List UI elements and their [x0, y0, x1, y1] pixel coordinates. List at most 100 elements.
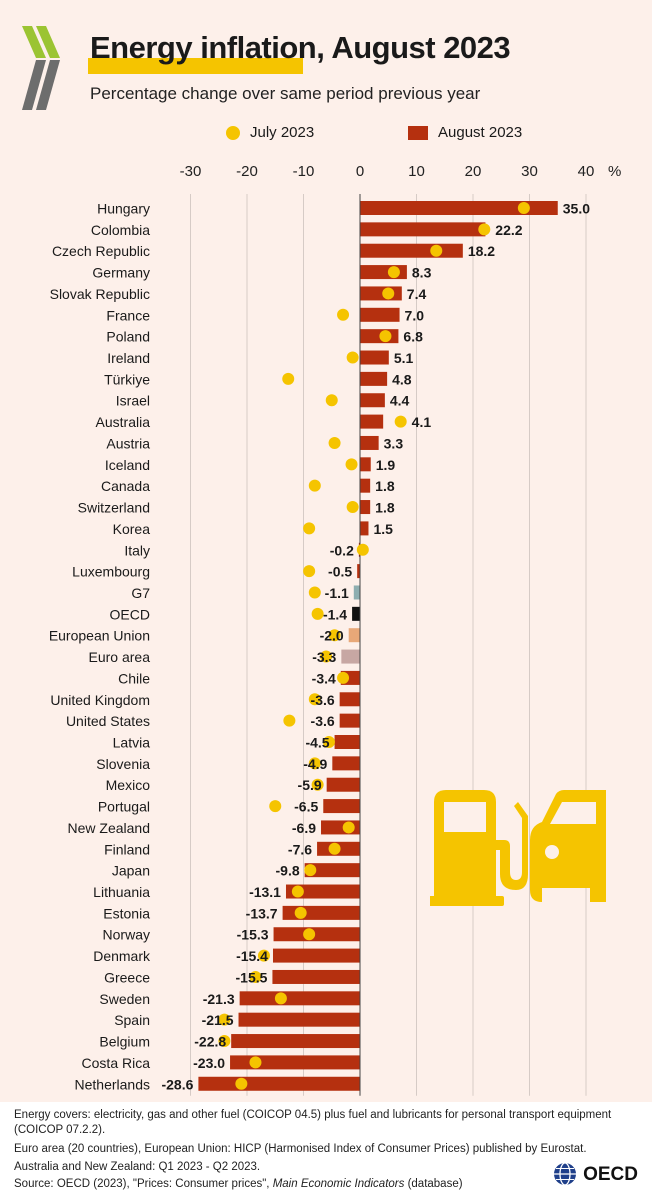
dot-finland — [328, 842, 341, 855]
legend-item-july: July 2023 — [226, 124, 314, 141]
bar-colombia — [360, 222, 486, 237]
dot-denmark — [257, 949, 270, 962]
data-label-lithuania: -13.1 — [249, 884, 281, 900]
category-label-estonia: Estonia — [103, 905, 150, 921]
page-subtitle: Percentage change over same period previ… — [90, 84, 481, 103]
data-label-oecd: -1.4 — [323, 606, 347, 622]
category-label-g7: G7 — [131, 585, 150, 601]
dot-euro-area — [320, 650, 333, 663]
data-label-belgium: -22.8 — [194, 1034, 226, 1050]
legend-item-august: August 2023 — [408, 124, 522, 141]
footer-note-euro-area: Euro area (20 countries), European Union… — [14, 1143, 587, 1155]
category-label-spain: Spain — [114, 1012, 150, 1028]
bar-australia — [360, 414, 384, 429]
dot-greece — [249, 970, 262, 983]
x-unit-label: % — [608, 163, 621, 180]
category-label-oecd: OECD — [110, 606, 150, 622]
category-label-new-zealand: New Zealand — [68, 820, 151, 836]
category-label-lithuania: Lithuania — [93, 884, 150, 900]
category-label-colombia: Colombia — [91, 222, 150, 238]
data-label-slovak-republic: 7.4 — [407, 286, 427, 302]
footer-source-suffix: (database) — [404, 1178, 463, 1190]
dot-norway — [303, 928, 316, 941]
dot-oecd — [311, 607, 324, 620]
data-label-new-zealand: -6.9 — [292, 820, 316, 836]
legend-label-august: August 2023 — [438, 124, 523, 141]
data-label-portugal: -6.5 — [294, 799, 318, 815]
legend-bar-marker — [408, 125, 428, 140]
dot-chile — [337, 671, 350, 684]
data-label-denmark: -15.4 — [236, 948, 268, 964]
data-label-latvia: -4.5 — [305, 735, 329, 751]
dot-new-zealand — [342, 821, 355, 834]
bar-united-kingdom — [339, 692, 360, 707]
category-label-italy: Italy — [124, 542, 150, 558]
data-label-canada: 1.8 — [375, 478, 395, 494]
category-label-hungary: Hungary — [97, 201, 150, 217]
data-label-european-union: -2.0 — [320, 628, 344, 644]
data-label-ireland: 5.1 — [394, 350, 414, 366]
data-label-hungary: 35.0 — [563, 201, 590, 217]
dot-poland — [379, 330, 392, 343]
bar-belgium — [231, 1034, 360, 1049]
dot-portugal — [269, 800, 282, 813]
footer-source: Source: OECD (2023), "Prices: Consumer p… — [0, 1177, 473, 1192]
dot-mexico — [311, 778, 324, 791]
bar-hungary — [360, 201, 558, 215]
category-label-denmark: Denmark — [93, 948, 151, 964]
bar-netherlands — [198, 1076, 360, 1091]
oecd-brand: OECD — [553, 1162, 638, 1186]
bar-european-union — [348, 628, 360, 643]
dot-slovak-republic — [382, 287, 395, 300]
dot-switzerland — [346, 501, 359, 514]
dot-sweden — [274, 992, 287, 1005]
bar-slovenia — [332, 756, 360, 771]
dot-g7 — [308, 586, 321, 599]
category-label-european-union: European Union — [49, 628, 150, 644]
category-label-iceland: Iceland — [105, 457, 150, 473]
category-label-t-rkiye: Türkiye — [104, 371, 150, 387]
category-label-finland: Finland — [104, 841, 150, 857]
data-label-estonia: -13.7 — [246, 905, 278, 921]
bar-estonia — [282, 905, 360, 920]
category-label-korea: Korea — [113, 521, 151, 537]
dot-germany — [387, 266, 400, 279]
footer-note-energy: Energy covers: electricity, gas and othe… — [14, 1109, 612, 1136]
data-label-korea: 1.5 — [373, 521, 393, 537]
dot-czech-republic — [430, 244, 443, 257]
data-label-poland: 6.8 — [403, 329, 423, 345]
data-label-netherlands: -28.6 — [161, 1076, 193, 1092]
category-label-mexico: Mexico — [106, 777, 151, 793]
footer-source-prefix: Source: OECD (2023), "Prices: Consumer p… — [14, 1178, 273, 1190]
dot-luxembourg — [303, 565, 316, 578]
bar-slovak-republic — [360, 286, 402, 301]
data-label-switzerland: 1.8 — [375, 500, 395, 516]
data-label-australia: 4.1 — [412, 414, 432, 430]
oecd-globe-icon — [554, 1162, 577, 1186]
bar-oecd — [352, 606, 360, 621]
chart-legend: July 2023 August 2023 — [0, 124, 652, 146]
dot-united-kingdom — [308, 693, 321, 706]
legend-dot-marker — [226, 125, 240, 140]
data-label-united-kingdom: -3.6 — [311, 692, 335, 708]
dot-netherlands — [235, 1077, 248, 1090]
x-tick-label: -30 — [180, 163, 202, 180]
category-label-norway: Norway — [103, 927, 150, 943]
x-tick-label: 10 — [408, 163, 425, 180]
x-tick-label: 0 — [356, 163, 364, 180]
x-tick-label: 30 — [521, 163, 538, 180]
dot-hungary — [517, 202, 530, 214]
category-label-israel: Israel — [116, 393, 150, 409]
category-label-belgium: Belgium — [99, 1034, 150, 1050]
page-title: Energy inflation, August 2023 — [90, 30, 511, 65]
dot-latvia — [322, 736, 335, 748]
bar-switzerland — [360, 500, 371, 515]
bar-norway — [273, 927, 360, 942]
bar-g7 — [353, 585, 360, 600]
dot-japan — [304, 864, 317, 877]
bar-canada — [360, 478, 371, 493]
chart-plot: -30 -20 -10 0 10 20 30 40 % Hungary Colombia Czech … — [49, 163, 621, 1096]
category-label-czech-republic: Czech Republic — [52, 243, 150, 259]
bar-portugal — [323, 799, 360, 814]
data-label-italy: -0.2 — [330, 542, 354, 558]
